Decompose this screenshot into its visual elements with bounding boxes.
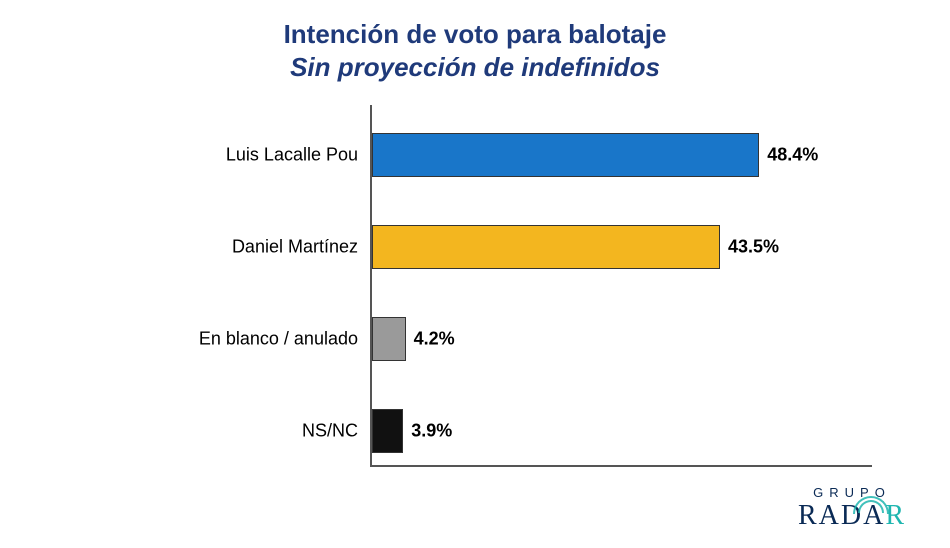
- bar-row: 43.5%Daniel Martínez: [372, 225, 720, 269]
- chart-title: Intención de voto para balotaje: [0, 18, 950, 51]
- bar-row: 48.4%Luis Lacalle Pou: [372, 133, 759, 177]
- logo-bottom-text: RADAR: [798, 500, 906, 532]
- poll-chart-container: Intención de voto para balotaje Sin proy…: [0, 0, 950, 548]
- bar-value-label: 48.4%: [767, 145, 818, 166]
- plot-area: 48.4%Luis Lacalle Pou 43.5%Daniel Martíne…: [370, 105, 872, 467]
- bar-value-label: 4.2%: [414, 329, 455, 350]
- logo-top-text: GRUPO: [798, 485, 906, 500]
- grupo-radar-logo: GRUPO RADAR: [798, 485, 906, 532]
- bar-value-label: 43.5%: [728, 237, 779, 258]
- logo-word-accent: R: [885, 500, 906, 531]
- bar-row: 4.2%En blanco / anulado: [372, 317, 406, 361]
- bar-category-label: NS/NC: [302, 421, 358, 442]
- bar-row: 3.9%NS/NC: [372, 409, 403, 453]
- bar-category-label: Daniel Martínez: [232, 237, 358, 258]
- bar: [372, 317, 406, 361]
- bar: [372, 133, 759, 177]
- chart-title-block: Intención de voto para balotaje Sin proy…: [0, 0, 950, 83]
- bar: [372, 409, 403, 453]
- bar: [372, 225, 720, 269]
- chart-subtitle: Sin proyección de indefinidos: [0, 51, 950, 84]
- bar-category-label: Luis Lacalle Pou: [226, 145, 358, 166]
- bar-category-label: En blanco / anulado: [199, 329, 358, 350]
- bar-value-label: 3.9%: [411, 421, 452, 442]
